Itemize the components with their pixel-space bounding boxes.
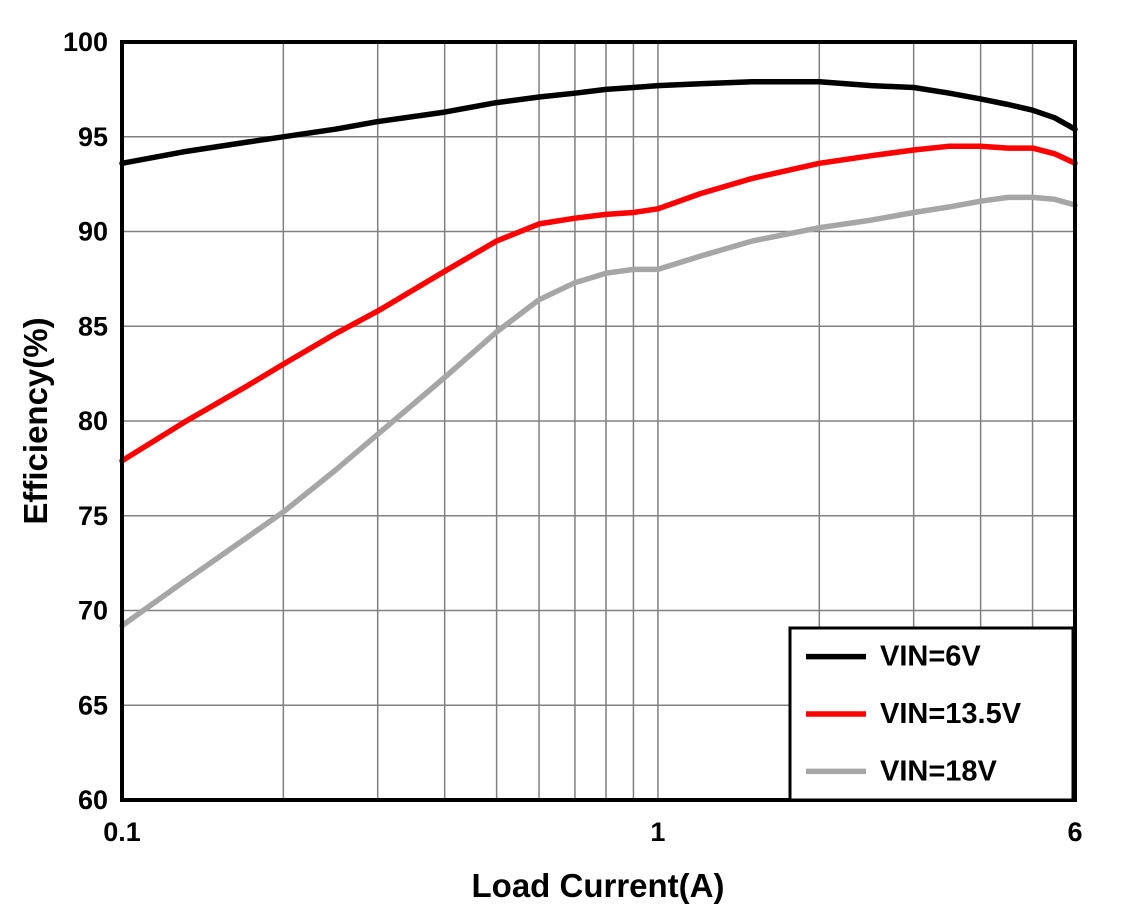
x-tick-label: 1 [650, 817, 665, 847]
x-tick-label: 6 [1067, 817, 1082, 847]
y-tick-label: 80 [78, 406, 108, 436]
y-tick-label: 70 [78, 596, 108, 626]
legend-label-2: VIN=13.5V [880, 698, 1022, 730]
x-tick-label: 0.1 [103, 817, 141, 847]
y-tick-label: 90 [78, 217, 108, 247]
y-tick-label: 100 [63, 27, 108, 57]
y-tick-label: 65 [78, 690, 108, 720]
legend-label-1: VIN=6V [880, 641, 981, 673]
series-line-3 [119, 194, 1078, 629]
legend-label-3: VIN=18V [880, 755, 998, 787]
y-tick-label: 60 [78, 785, 108, 815]
series-line-2 [119, 143, 1078, 464]
y-tick-label: 85 [78, 311, 108, 341]
series-line-1 [119, 79, 1078, 167]
plot-border [120, 40, 1077, 802]
y-axis-title: Efficiency(%) [17, 317, 54, 525]
x-axis-title: Load Current(A) [471, 867, 725, 904]
y-tick-label: 75 [78, 501, 108, 531]
y-tick-label: 95 [78, 122, 108, 152]
legend: VIN=6V VIN=13.5V VIN=18V [788, 626, 1075, 802]
